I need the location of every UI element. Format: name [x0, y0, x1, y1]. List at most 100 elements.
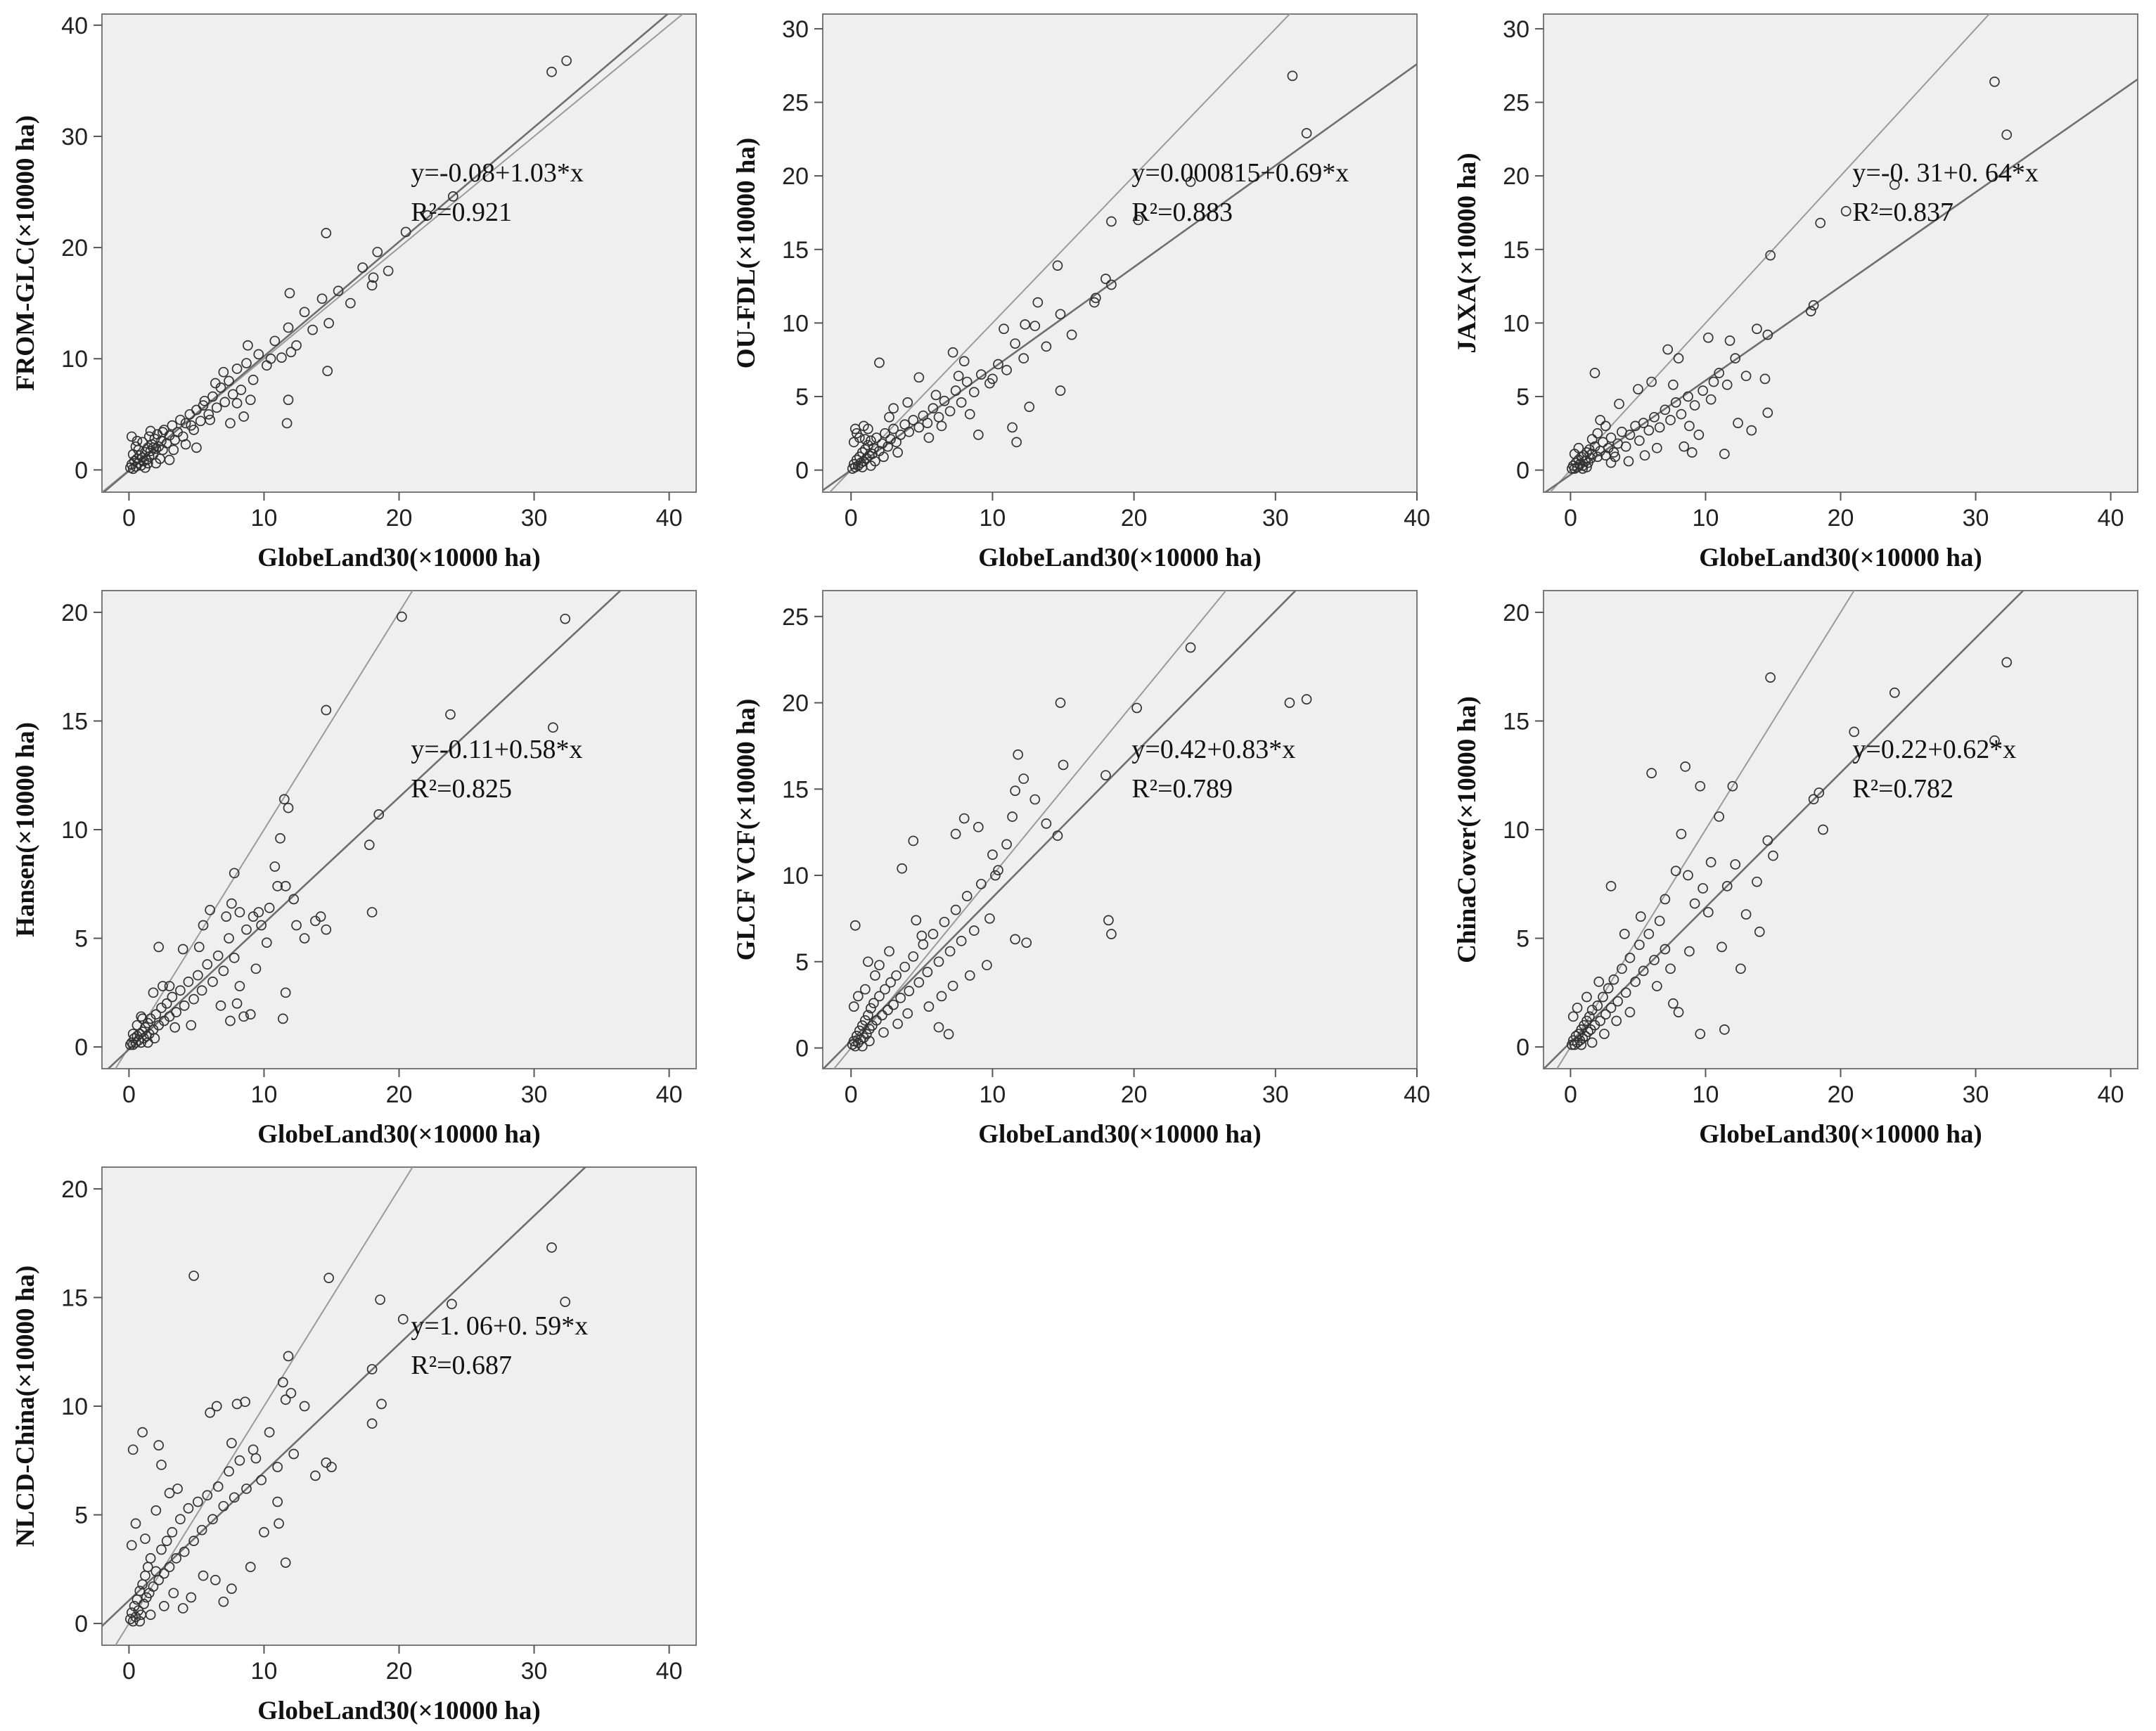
data-point	[171, 1553, 181, 1564]
x-axis-title: GlobeLand30(×10000 ha)	[1699, 1120, 1982, 1149]
data-point	[207, 1514, 218, 1525]
data-point	[1029, 794, 1041, 805]
data-point	[133, 1035, 144, 1046]
x-tick-label: 20	[386, 1081, 413, 1108]
data-point	[1651, 981, 1662, 991]
data-point	[158, 425, 169, 435]
data-point	[148, 442, 159, 453]
data-point	[902, 397, 913, 408]
data-point	[1032, 297, 1044, 308]
data-point	[1762, 329, 1773, 340]
data-point	[447, 1299, 457, 1310]
data-point	[1592, 1000, 1603, 1011]
data-point	[272, 1496, 283, 1507]
data-point	[878, 451, 889, 463]
data-point	[1638, 965, 1649, 977]
data-point	[188, 1270, 199, 1281]
data-point	[1617, 963, 1627, 974]
data-point	[1572, 1003, 1583, 1013]
data-point	[968, 925, 980, 936]
data-point	[1662, 344, 1674, 355]
data-point	[895, 993, 906, 1003]
data-point	[281, 418, 293, 429]
data-point	[1001, 839, 1012, 850]
y-axis-title: FROM-GLC(×10000 ha)	[11, 115, 40, 391]
y-axis-title: OU-FDL(×10000 ha)	[732, 138, 761, 368]
data-point	[207, 391, 218, 402]
data-point	[277, 1377, 288, 1388]
data-point	[1024, 401, 1035, 412]
data-point	[871, 432, 882, 443]
data-point	[1665, 963, 1676, 974]
x-tick-label: 20	[386, 1658, 413, 1685]
y-tick-label: 10	[61, 817, 88, 844]
data-point	[1686, 447, 1698, 458]
data-point	[560, 613, 571, 624]
data-point	[164, 981, 175, 991]
data-point	[177, 1603, 188, 1614]
y-axis-title: ChinaCover(×10000 ha)	[1453, 696, 1482, 963]
data-point	[284, 288, 295, 299]
data-point	[321, 228, 332, 238]
line-layer	[1544, 591, 2025, 1069]
data-point	[210, 1574, 221, 1585]
data-point	[158, 1568, 169, 1579]
data-point	[234, 981, 245, 991]
data-point	[234, 907, 245, 918]
data-point	[1593, 977, 1605, 987]
y-tick-label: 20	[1503, 600, 1529, 626]
data-point	[1654, 422, 1665, 433]
data-point	[175, 1514, 186, 1525]
data-point	[968, 387, 980, 398]
data-point	[1623, 456, 1634, 467]
data-point	[285, 1388, 297, 1398]
data-point	[1583, 1027, 1593, 1037]
y-tick-label: 10	[61, 346, 88, 373]
data-point	[1698, 883, 1708, 894]
line-layer	[1544, 14, 2138, 492]
data-point	[153, 941, 165, 953]
data-point	[198, 920, 209, 931]
data-point	[1585, 453, 1596, 464]
data-point	[1719, 449, 1730, 459]
y-tick-label: 5	[1516, 384, 1529, 411]
data-point	[224, 933, 234, 944]
x-tick-label: 0	[845, 505, 858, 532]
data-point	[288, 1448, 300, 1460]
data-point	[913, 977, 925, 988]
data-point	[265, 353, 276, 364]
data-point	[212, 950, 224, 961]
data-point	[1603, 983, 1614, 993]
data-point	[134, 1616, 146, 1627]
data-point	[175, 414, 186, 425]
data-point	[883, 1005, 893, 1015]
y-axis-title: NLCD-China(×10000 ha)	[11, 1266, 40, 1547]
data-point	[947, 347, 958, 358]
x-tick-label: 10	[1693, 505, 1719, 532]
data-point	[364, 839, 375, 850]
data-point	[1106, 216, 1117, 227]
data-point	[1768, 850, 1778, 861]
x-tick-label: 20	[1121, 1081, 1148, 1108]
data-point	[225, 1015, 236, 1027]
data-point	[956, 397, 967, 408]
data-point	[1614, 399, 1624, 409]
data-point	[1735, 963, 1746, 974]
data-point	[902, 1008, 913, 1019]
data-point	[158, 981, 168, 991]
data-point	[870, 456, 880, 467]
data-point	[866, 435, 876, 446]
data-point	[322, 366, 333, 376]
data-point	[179, 1546, 190, 1557]
data-point	[245, 1562, 256, 1573]
data-point	[1608, 974, 1619, 985]
x-axis-title: GlobeLand30(×10000 ha)	[978, 543, 1261, 572]
x-tick-label: 30	[1262, 1081, 1289, 1108]
data-point	[880, 427, 890, 439]
data-point	[134, 1585, 146, 1597]
data-point	[1660, 894, 1671, 905]
data-point	[1600, 420, 1611, 432]
data-point	[1586, 1037, 1598, 1048]
r-squared-label: R²=0.837	[1852, 198, 1953, 227]
